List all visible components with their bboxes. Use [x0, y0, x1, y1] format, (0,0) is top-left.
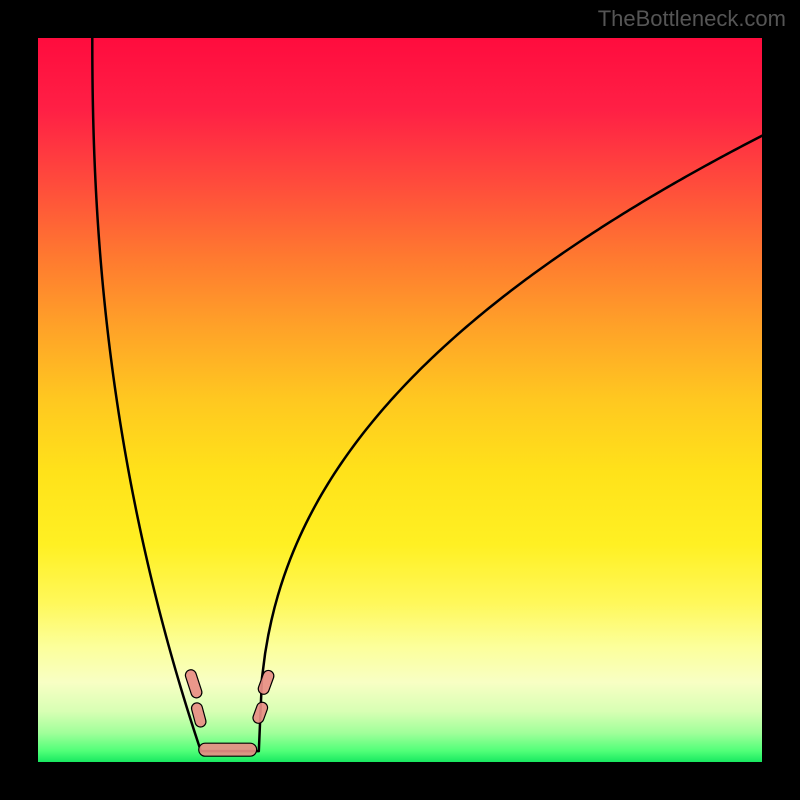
bottleneck-curve-svg — [0, 0, 800, 800]
gradient-plot-area — [38, 38, 762, 762]
curve-marker — [199, 743, 257, 756]
watermark-label: TheBottleneck.com — [598, 6, 786, 32]
chart-canvas: TheBottleneck.com — [0, 0, 800, 800]
